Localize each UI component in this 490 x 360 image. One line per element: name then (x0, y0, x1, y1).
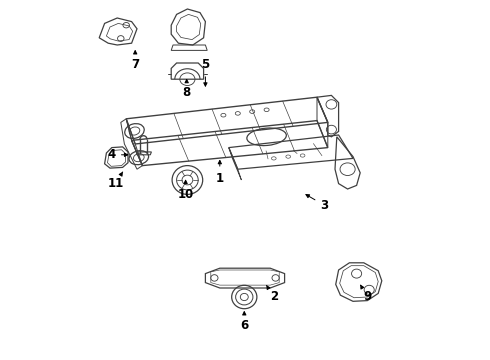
Text: 3: 3 (306, 194, 328, 212)
Text: 1: 1 (216, 161, 224, 185)
Text: 11: 11 (107, 172, 123, 190)
Text: 5: 5 (201, 58, 210, 86)
Text: 6: 6 (240, 312, 248, 332)
Text: 7: 7 (131, 51, 139, 71)
Text: 9: 9 (361, 285, 371, 303)
Text: 4: 4 (108, 148, 128, 161)
Text: 2: 2 (267, 285, 278, 303)
Text: 8: 8 (183, 80, 191, 99)
Text: 10: 10 (177, 180, 194, 201)
